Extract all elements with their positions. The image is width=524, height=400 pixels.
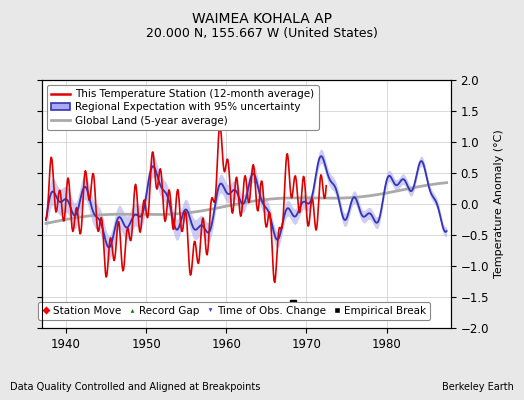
Y-axis label: Temperature Anomaly (°C): Temperature Anomaly (°C) — [495, 130, 505, 278]
Legend: Station Move, Record Gap, Time of Obs. Change, Empirical Break: Station Move, Record Gap, Time of Obs. C… — [38, 302, 430, 320]
Text: Berkeley Earth: Berkeley Earth — [442, 382, 514, 392]
Text: WAIMEA KOHALA AP: WAIMEA KOHALA AP — [192, 12, 332, 26]
Text: Data Quality Controlled and Aligned at Breakpoints: Data Quality Controlled and Aligned at B… — [10, 382, 261, 392]
Text: 20.000 N, 155.667 W (United States): 20.000 N, 155.667 W (United States) — [146, 27, 378, 40]
